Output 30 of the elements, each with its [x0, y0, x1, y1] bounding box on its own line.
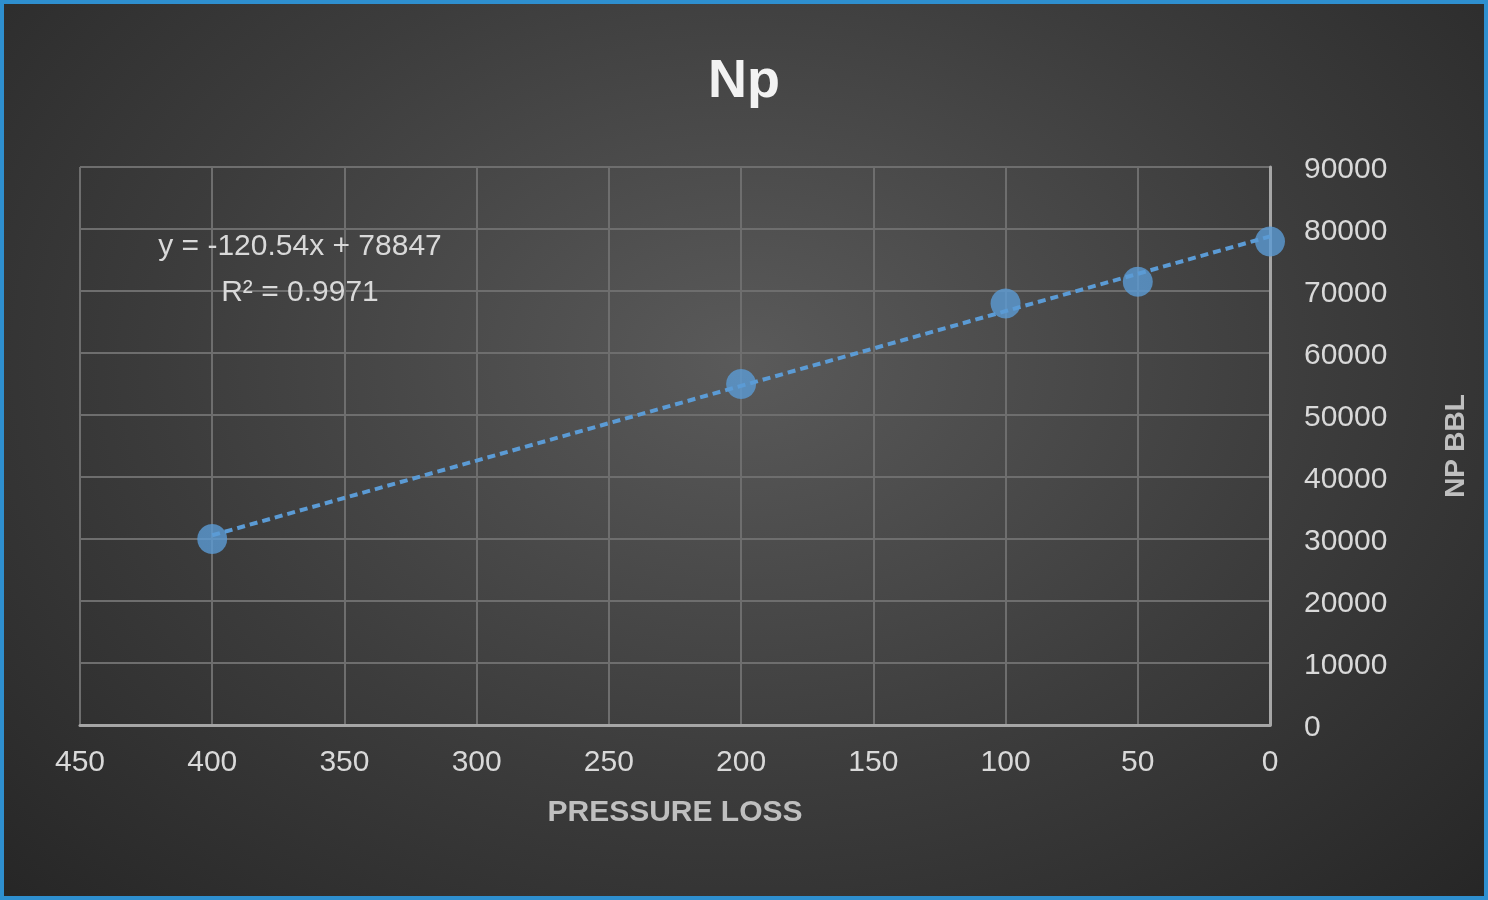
x-tick-label: 350 [319, 743, 370, 777]
x-tick-label: 450 [54, 743, 106, 777]
x-tick-label: 250 [583, 743, 634, 777]
point [1255, 226, 1285, 257]
y-tick-label: 0 [1304, 708, 1321, 742]
x-axis-title: PRESSURE LOSS [547, 793, 803, 827]
y-tick-label: 70000 [1304, 274, 1388, 308]
y-axis-title: NP BBL [1438, 394, 1470, 498]
annotation: y = -120.54x + 78847 [158, 227, 442, 261]
y-tick-label: 30000 [1304, 522, 1388, 556]
x-tick-label: 50 [1121, 743, 1155, 777]
point [1122, 266, 1153, 297]
annotation: R² = 0.9971 [221, 273, 379, 307]
chart-title: Np [708, 48, 780, 108]
y-tick-label: 90000 [1304, 150, 1388, 184]
point [197, 524, 228, 554]
point [726, 369, 757, 399]
x-tick-label: 300 [451, 743, 502, 777]
x-tick-label: 400 [187, 743, 238, 777]
x-tick-label: 0 [1261, 743, 1279, 777]
y-tick-label: 80000 [1304, 212, 1388, 246]
x-tick-label: 100 [980, 743, 1031, 777]
y-tick-label: 60000 [1304, 336, 1388, 370]
y-tick-label: 20000 [1304, 584, 1388, 618]
x-tick-label: 150 [848, 743, 899, 777]
y-tick-label: 50000 [1304, 398, 1388, 432]
point [990, 288, 1021, 319]
y-tick-label: 10000 [1304, 646, 1388, 680]
y-tick-label: 40000 [1304, 460, 1388, 494]
x-tick-label: 200 [716, 743, 767, 777]
